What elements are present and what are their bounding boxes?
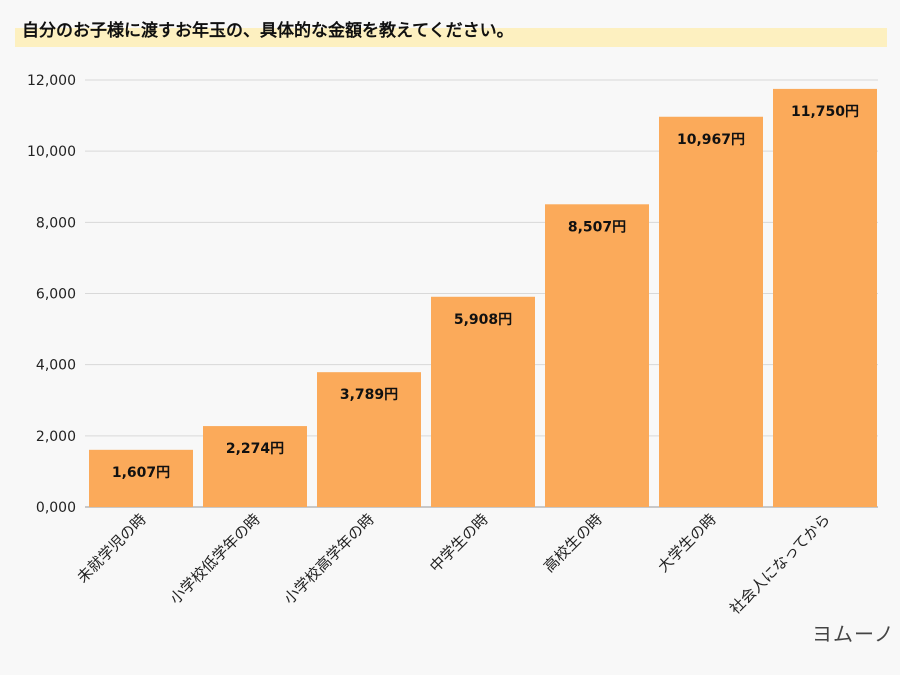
bar: [545, 204, 649, 507]
data-label: 2,274円: [226, 441, 284, 457]
y-tick-label: 12,000: [27, 73, 76, 89]
y-tick-label: 6,000: [36, 287, 76, 303]
y-tick-label: 8,000: [36, 215, 76, 231]
bar: [317, 372, 421, 507]
y-tick-label: 0,000: [36, 500, 76, 516]
y-tick-label: 2,000: [36, 429, 76, 445]
data-label: 3,789円: [340, 387, 398, 403]
x-tick-label: 大学生の時: [654, 510, 720, 576]
title-highlight: [15, 28, 887, 47]
bar: [431, 296, 535, 507]
data-label: 5,908円: [454, 312, 512, 328]
x-tick-label: 小学校高学年の時: [280, 510, 378, 608]
x-tick-label: 中学生の時: [426, 510, 492, 576]
data-label: 8,507円: [568, 219, 626, 235]
x-tick-label: 高校生の時: [540, 510, 606, 576]
logo: ヨムーノ: [812, 622, 895, 646]
bar: [203, 426, 307, 507]
x-tick-label: 小学校低学年の時: [166, 510, 264, 608]
y-tick-label: 10,000: [27, 144, 76, 160]
x-tick-label: 社会人になってから: [726, 510, 834, 618]
y-tick-label: 4,000: [36, 358, 76, 374]
bar: [773, 88, 877, 507]
bar: [89, 449, 193, 507]
x-tick-label: 未就学児の時: [73, 510, 149, 586]
data-label: 1,607円: [112, 465, 170, 481]
data-label: 11,750円: [791, 104, 859, 120]
bar: [659, 116, 763, 508]
data-label: 10,967円: [677, 132, 745, 148]
chart-title: 自分のお子様に渡すお年玉の、具体的な金額を教えてください。: [22, 21, 514, 41]
